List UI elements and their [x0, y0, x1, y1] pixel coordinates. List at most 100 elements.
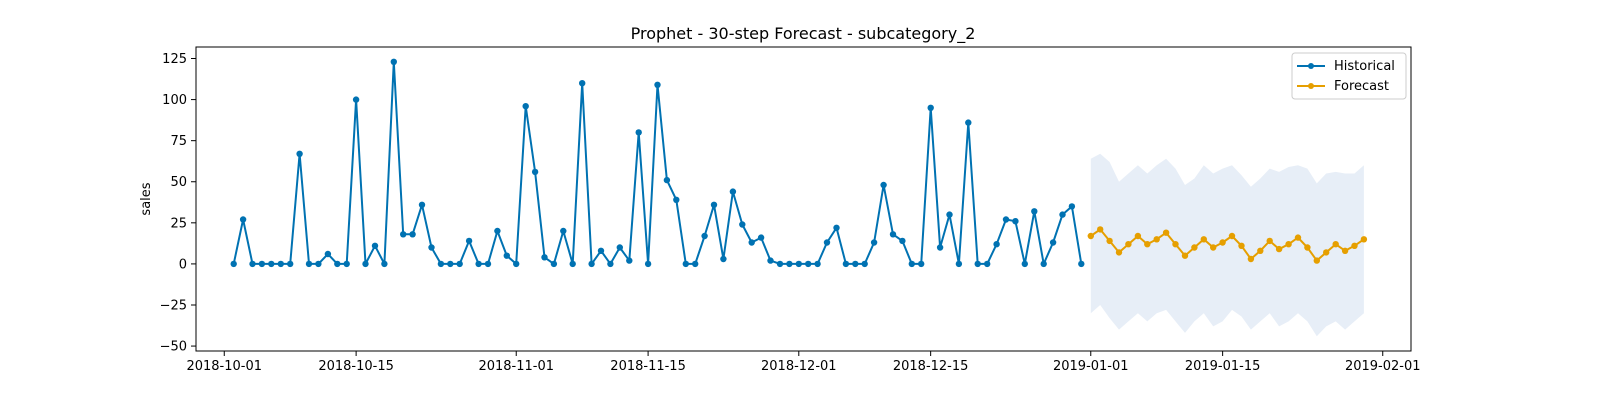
- historical-point: [541, 254, 548, 261]
- historical-point: [513, 260, 520, 268]
- y-tick-label: 50: [170, 175, 187, 190]
- historical-point: [456, 260, 463, 268]
- historical-point: [757, 234, 765, 241]
- chart-title: Prophet - 30-step Forecast - subcategory…: [631, 24, 976, 44]
- historical-point: [239, 216, 247, 223]
- historical-point: [1078, 260, 1085, 268]
- historical-point: [362, 260, 369, 268]
- historical-point: [390, 58, 397, 65]
- historical-point: [918, 260, 925, 268]
- historical-point: [277, 260, 284, 268]
- historical-point: [579, 80, 586, 87]
- historical-point: [842, 260, 850, 268]
- forecast-point: [1181, 252, 1189, 259]
- y-tick-label: 0: [179, 257, 187, 272]
- historical-point: [946, 211, 953, 218]
- historical-point: [343, 260, 350, 268]
- historical-point: [230, 260, 237, 268]
- historical-point: [654, 81, 661, 89]
- historical-point: [324, 250, 332, 258]
- x-tick-label: 2019-02-01: [1345, 359, 1421, 374]
- historical-point: [767, 257, 774, 264]
- forecast-point: [1162, 229, 1170, 236]
- historical-point: [635, 129, 642, 136]
- forecast-point: [1172, 241, 1179, 248]
- historical-point: [465, 237, 473, 245]
- historical-point: [616, 244, 623, 251]
- legend-label-forecast: Forecast: [1334, 79, 1389, 94]
- x-tick-label: 2018-10-15: [318, 359, 394, 374]
- forecast-point: [1191, 244, 1198, 251]
- historical-point: [701, 232, 708, 240]
- y-tick-label: 25: [170, 216, 187, 231]
- forecast-interval-band: [1090, 153, 1364, 337]
- forecast-point: [1228, 232, 1236, 240]
- plot-area: 2018-10-01 2018-10-15 2018-11-01 2018-11-15…: [160, 46, 1421, 374]
- forecast-point: [1304, 244, 1311, 251]
- historical-point: [503, 252, 510, 259]
- x-tick-label: 2018-12-01: [761, 359, 837, 374]
- historical-point: [550, 260, 558, 268]
- historical-point: [560, 227, 567, 235]
- x-tick-label: 2018-12-15: [893, 359, 969, 374]
- forecast-point: [1144, 241, 1151, 248]
- x-tick-label: 2018-11-01: [478, 359, 554, 374]
- legend-label-historical: Historical: [1334, 59, 1395, 74]
- historical-point: [296, 150, 303, 157]
- y-tick-label: 125: [162, 52, 187, 67]
- historical-point: [597, 247, 605, 254]
- historical-point: [927, 104, 934, 112]
- y-tick-label: −50: [160, 340, 187, 355]
- forecast-point: [1247, 255, 1255, 263]
- historical-point: [965, 119, 972, 126]
- historical-point: [852, 260, 859, 268]
- forecast-point: [1341, 247, 1349, 254]
- historical-point: [748, 239, 755, 246]
- x-tick-label: 2019-01-01: [1053, 359, 1129, 374]
- historical-point: [381, 260, 388, 268]
- historical-point: [400, 231, 407, 238]
- historical-point: [720, 255, 727, 263]
- historical-point: [1059, 211, 1066, 218]
- historical-point: [908, 260, 915, 268]
- historical-point: [1002, 216, 1010, 223]
- axes-frame: [195, 46, 1412, 352]
- historical-point: [484, 260, 492, 268]
- historical-point: [833, 224, 840, 231]
- historical-point: [692, 260, 699, 268]
- historical-point: [729, 188, 737, 195]
- historical-point: [936, 244, 944, 251]
- historical-point: [428, 244, 435, 251]
- historical-point: [644, 260, 652, 268]
- legend-dot-historical: [1308, 63, 1314, 69]
- historical-point: [268, 260, 275, 268]
- historical-point: [870, 239, 878, 246]
- y-axis-label: sales: [139, 182, 154, 215]
- x-tick-label: 2018-10-01: [186, 359, 262, 374]
- historical-point: [682, 260, 689, 268]
- historical-point: [739, 221, 746, 228]
- historical-point: [258, 260, 266, 268]
- forecast-point: [1219, 239, 1226, 246]
- forecast-point: [1125, 241, 1132, 248]
- forecast-point: [1285, 241, 1292, 248]
- historical-point: [315, 260, 322, 268]
- historical-point: [814, 260, 821, 268]
- forecast-point: [1115, 249, 1123, 256]
- forecast-point: [1313, 257, 1321, 264]
- forecast-point: [1097, 226, 1104, 233]
- historical-point: [861, 260, 868, 268]
- historical-point: [626, 257, 633, 264]
- historical-point: [795, 260, 802, 268]
- forecast-point: [1332, 241, 1339, 248]
- historical-point: [663, 176, 671, 184]
- historical-point: [588, 260, 595, 268]
- legend-dot-forecast: [1308, 83, 1314, 89]
- forecast-point: [1257, 247, 1264, 254]
- historical-point: [287, 260, 294, 268]
- forecast-point: [1087, 232, 1095, 240]
- forecast-point: [1323, 249, 1330, 256]
- forecast-point: [1238, 242, 1245, 249]
- forecast-point: [1153, 236, 1160, 243]
